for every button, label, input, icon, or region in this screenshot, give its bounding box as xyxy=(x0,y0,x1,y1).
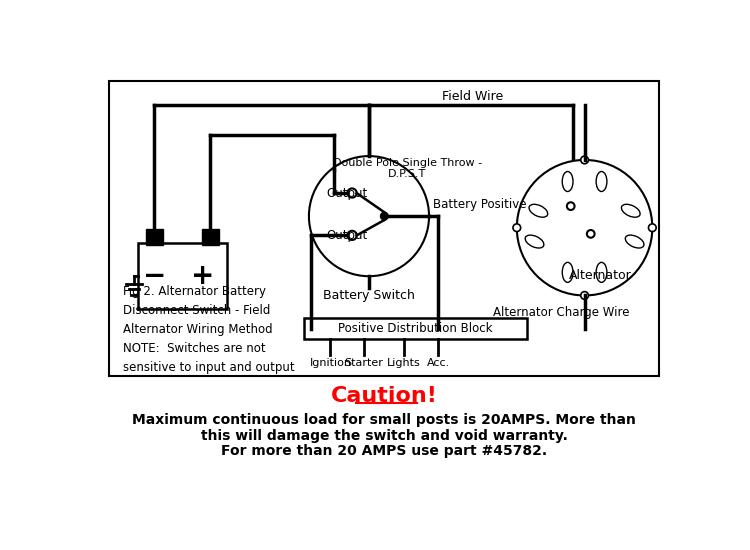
Bar xyxy=(146,229,163,245)
Text: −: − xyxy=(142,262,166,290)
Bar xyxy=(138,243,226,309)
Text: Ignition: Ignition xyxy=(310,358,352,368)
Circle shape xyxy=(580,292,589,299)
Text: Battery Switch: Battery Switch xyxy=(323,289,415,302)
Text: Field Wire: Field Wire xyxy=(442,90,503,103)
Text: Caution!: Caution! xyxy=(331,386,438,405)
Circle shape xyxy=(587,230,595,238)
Text: Lights: Lights xyxy=(387,358,421,368)
Text: this will damage the switch and void warranty.: this will damage the switch and void war… xyxy=(201,428,568,443)
Ellipse shape xyxy=(562,172,573,191)
Text: Output: Output xyxy=(327,186,368,200)
Ellipse shape xyxy=(525,235,544,248)
Circle shape xyxy=(513,224,520,232)
Text: Output: Output xyxy=(327,229,368,242)
Ellipse shape xyxy=(529,204,548,217)
Circle shape xyxy=(517,160,652,295)
Ellipse shape xyxy=(596,172,607,191)
Text: Starter: Starter xyxy=(344,358,383,368)
Circle shape xyxy=(347,189,357,197)
Text: Fig 2. Alternator Battery
Disconnect Switch - Field
Alternator Wiring Method
NOT: Fig 2. Alternator Battery Disconnect Swi… xyxy=(122,285,294,375)
Text: Alternator Charge Wire: Alternator Charge Wire xyxy=(494,306,630,319)
Text: +: + xyxy=(191,262,214,290)
Circle shape xyxy=(649,224,656,232)
Text: Acc.: Acc. xyxy=(427,358,450,368)
Ellipse shape xyxy=(622,204,640,217)
Text: For more than 20 AMPS use part #45782.: For more than 20 AMPS use part #45782. xyxy=(221,444,548,458)
Circle shape xyxy=(380,212,388,220)
Ellipse shape xyxy=(626,235,644,248)
Text: Double Pole Single Throw -
D.P.S.T: Double Pole Single Throw - D.P.S.T xyxy=(333,158,482,179)
Bar xyxy=(304,318,526,339)
Text: Maximum continuous load for small posts is 20AMPS. More than: Maximum continuous load for small posts … xyxy=(133,413,636,427)
Circle shape xyxy=(567,202,574,210)
Circle shape xyxy=(580,156,589,164)
Ellipse shape xyxy=(562,262,573,282)
Circle shape xyxy=(347,231,357,240)
Text: Battery Positive: Battery Positive xyxy=(433,198,526,211)
Ellipse shape xyxy=(596,262,607,282)
Text: Alternator: Alternator xyxy=(568,269,632,282)
Bar xyxy=(110,81,659,376)
Text: Positive Distribution Block: Positive Distribution Block xyxy=(338,322,493,335)
Circle shape xyxy=(309,156,429,276)
Bar xyxy=(202,229,219,245)
